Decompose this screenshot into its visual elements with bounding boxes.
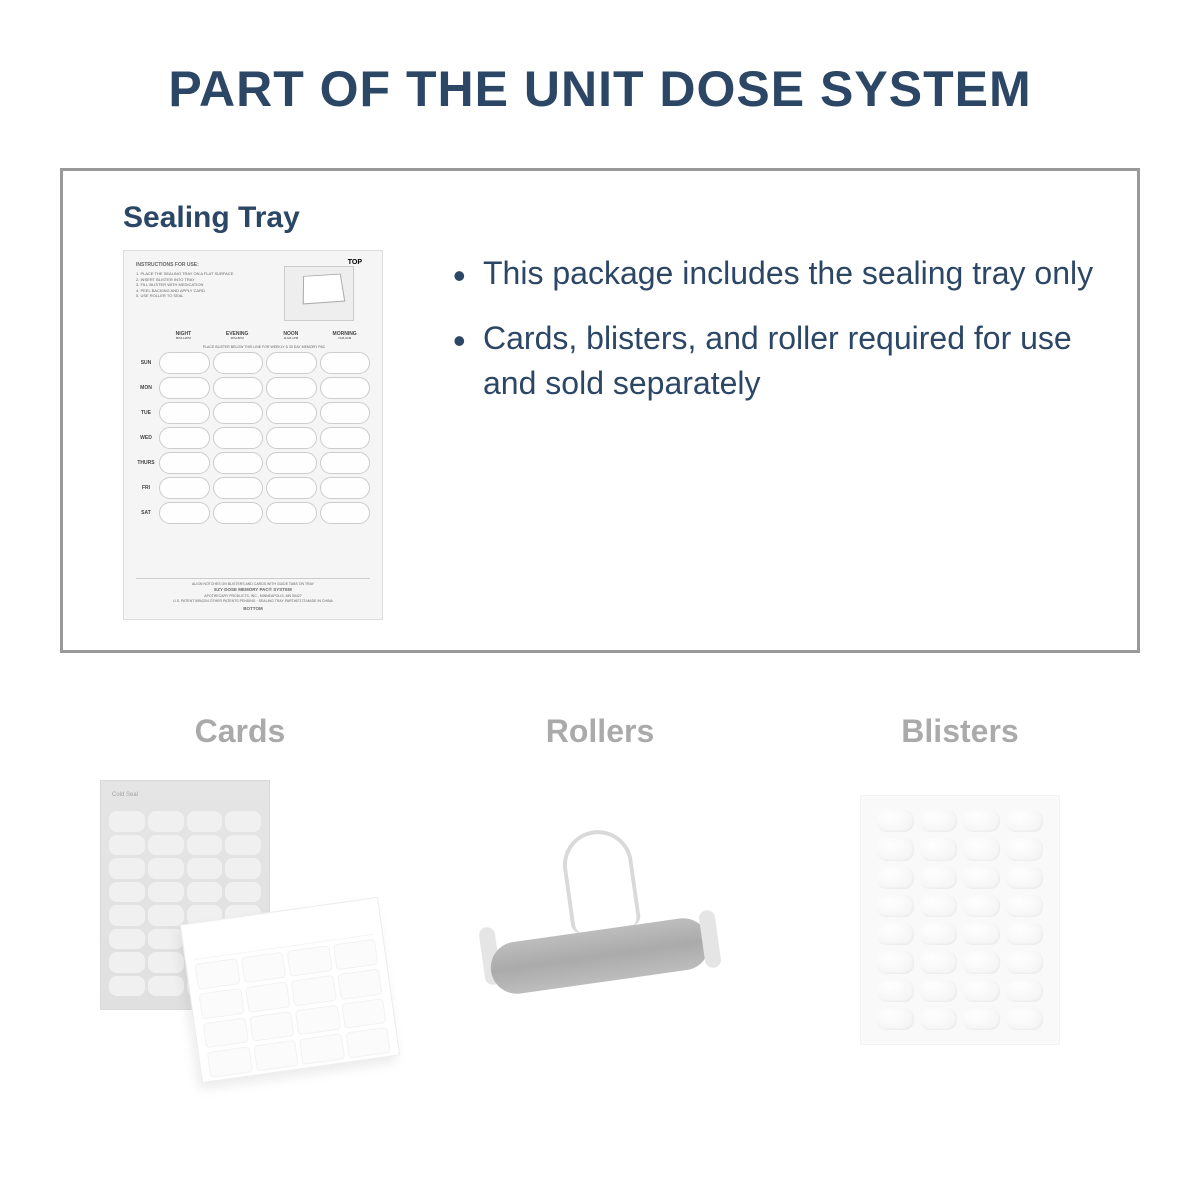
tray-slot (320, 402, 371, 424)
feature-bullets: This package includes the sealing tray o… (453, 201, 1097, 425)
tray-slot (159, 477, 210, 499)
related-items-row: Cards Cold Seal Rollers Blisters (60, 713, 1140, 1060)
tray-day-label: SUN (136, 360, 156, 366)
tray-slot (266, 477, 317, 499)
bullet-item: Cards, blisters, and roller required for… (453, 316, 1097, 406)
bullet-item: This package includes the sealing tray o… (453, 251, 1097, 296)
tray-column-headers: NIGHT8PM-12PM EVENING4PM-8PM NOON11AM-1P… (136, 331, 370, 341)
item-title: Cards (80, 713, 400, 750)
tray-day-label: WED (136, 435, 156, 441)
roller-image (440, 780, 760, 1060)
item-title: Blisters (800, 713, 1120, 750)
tray-row: TUE (136, 402, 370, 424)
tray-slot (266, 402, 317, 424)
tray-slot (266, 352, 317, 374)
tray-diagram-icon (284, 266, 354, 321)
item-cards: Cards Cold Seal (80, 713, 400, 1060)
tray-slot (213, 502, 264, 524)
tray-title: Sealing Tray (123, 201, 403, 235)
tray-instructions-title: INSTRUCTIONS FOR USE: (136, 262, 278, 269)
tray-slot (320, 377, 371, 399)
tray-slot (266, 377, 317, 399)
item-title: Rollers (440, 713, 760, 750)
tray-row: WED (136, 427, 370, 449)
tray-slot (320, 352, 371, 374)
tray-slot (320, 477, 371, 499)
tray-slot (320, 427, 371, 449)
item-blisters: Blisters (800, 713, 1120, 1060)
tray-slot (213, 427, 264, 449)
tray-slot (266, 427, 317, 449)
tray-slot (266, 502, 317, 524)
tray-slot (159, 502, 210, 524)
tray-row: SUN (136, 352, 370, 374)
tray-top-label: TOP (284, 259, 370, 266)
tray-instructions-text: 1. PLACE THE SEALING TRAY ON A FLAT SURF… (136, 271, 278, 299)
tray-day-label: THURS (136, 460, 156, 466)
tray-slot (266, 452, 317, 474)
tray-slot (213, 452, 264, 474)
tray-slot (159, 452, 210, 474)
tray-slot (213, 402, 264, 424)
tray-day-label: MON (136, 385, 156, 391)
tray-grid: SUN MON TUE WED THURS FRI SAT (136, 352, 370, 524)
tray-slot (213, 377, 264, 399)
tray-slot (159, 402, 210, 424)
tray-slot (159, 377, 210, 399)
tray-slot (213, 352, 264, 374)
tray-footer: ALIGN NOTCHES ON BLISTERS AND CARDS WITH… (136, 578, 370, 613)
tray-slot (320, 502, 371, 524)
tray-day-label: SAT (136, 510, 156, 516)
main-feature-box: Sealing Tray INSTRUCTIONS FOR USE: 1. PL… (60, 168, 1140, 653)
tray-day-label: TUE (136, 410, 156, 416)
item-rollers: Rollers (440, 713, 760, 1060)
tray-day-label: FRI (136, 485, 156, 491)
tray-slot (213, 477, 264, 499)
cards-back-header: Cold Seal (109, 789, 261, 811)
cards-image: Cold Seal (80, 780, 400, 1060)
sealing-tray-image: INSTRUCTIONS FOR USE: 1. PLACE THE SEALI… (123, 250, 383, 620)
tray-divider-text: PLACE BLISTER BELOW THIS LINE FOR WEEKLY… (136, 345, 370, 349)
tray-slot (320, 452, 371, 474)
tray-slot (159, 427, 210, 449)
tray-row: THURS (136, 452, 370, 474)
tray-row: FRI (136, 477, 370, 499)
page-title: PART OF THE UNIT DOSE SYSTEM (60, 60, 1140, 118)
tray-row: MON (136, 377, 370, 399)
tray-row: SAT (136, 502, 370, 524)
sealing-tray-section: Sealing Tray INSTRUCTIONS FOR USE: 1. PL… (123, 201, 403, 620)
tray-slot (159, 352, 210, 374)
blisters-image (800, 780, 1120, 1060)
